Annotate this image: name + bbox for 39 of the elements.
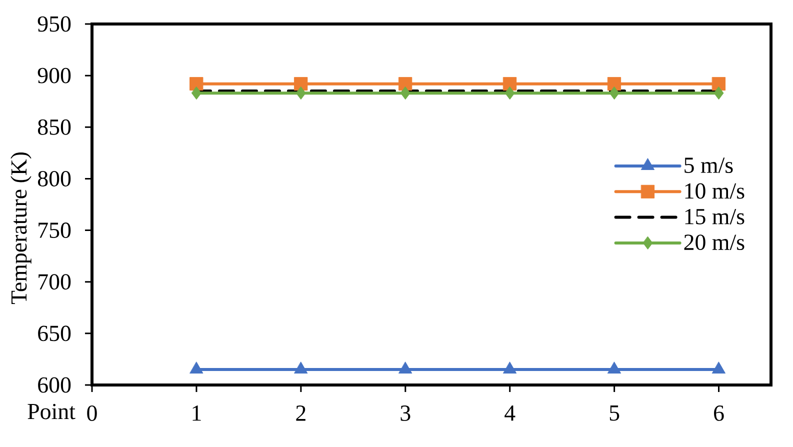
x-tick-label: 6 (714, 406, 724, 421)
point (296, 86, 306, 100)
legend-label: 15 m/s (685, 208, 744, 224)
y-tick-label: 900 (38, 68, 71, 84)
point (398, 362, 412, 374)
x-tick-label: 1 (192, 406, 201, 421)
y-tick-label: 850 (38, 119, 71, 135)
point (400, 86, 410, 100)
point (714, 86, 724, 100)
point (503, 362, 517, 374)
point (294, 77, 308, 91)
point (712, 77, 726, 91)
point (503, 77, 517, 91)
y-tick-label: 800 (38, 170, 71, 186)
x-tick-label: 2 (296, 406, 306, 421)
x-tick-label: 0 (87, 406, 97, 421)
point (398, 77, 412, 91)
legend-label: 20 m/s (684, 234, 744, 250)
point (609, 86, 620, 100)
y-tick-label: 950 (38, 16, 71, 32)
point (504, 86, 515, 100)
x-axis-title: Point (28, 404, 76, 420)
y-tick-label: 750 (38, 222, 71, 238)
point (608, 362, 622, 374)
legend-label: 10 m/s (685, 183, 744, 199)
point (294, 362, 308, 374)
x-tick-label: 3 (400, 406, 410, 421)
x-tick-label: 5 (610, 406, 620, 421)
point (190, 362, 204, 374)
point (190, 77, 204, 91)
y-tick-label: 700 (38, 274, 71, 290)
y-tick-label: 650 (38, 326, 71, 342)
y-tick-label: 600 (38, 377, 71, 393)
point (191, 86, 202, 100)
point (608, 77, 622, 91)
y-axis-title: Temperature (K) (10, 152, 32, 304)
point (712, 362, 726, 374)
legend-label: 5 m/s (684, 158, 733, 173)
x-tick-label: 4 (504, 406, 516, 421)
